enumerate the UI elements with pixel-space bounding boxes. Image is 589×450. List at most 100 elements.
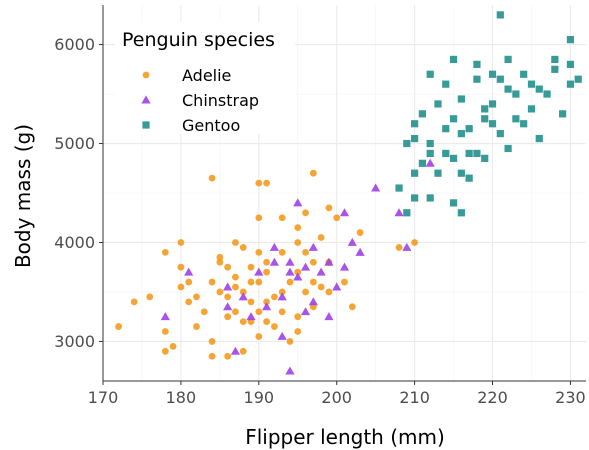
point-gentoo	[418, 110, 427, 118]
point-adelie	[224, 263, 232, 271]
x-tick-label: 170	[88, 388, 119, 407]
legend-key-chinstrap	[141, 95, 151, 104]
x-tick-label: 190	[244, 388, 275, 407]
point-chinstrap	[371, 183, 381, 192]
point-chinstrap	[324, 257, 334, 266]
x-axis-ticks: 170 180 190 200 210 220 230	[88, 381, 586, 407]
point-adelie	[255, 333, 263, 340]
point-gentoo	[473, 149, 481, 158]
point-adelie	[224, 313, 232, 321]
legend-key-adelie	[142, 71, 150, 79]
point-adelie	[395, 244, 403, 251]
point-adelie	[208, 278, 216, 286]
point-adelie	[309, 278, 317, 286]
point-chinstrap	[238, 292, 248, 301]
point-adelie	[317, 234, 325, 241]
point-adelie	[247, 298, 255, 306]
legend-label: Adelie	[182, 66, 231, 85]
axes	[102, 5, 586, 382]
point-gentoo	[566, 80, 575, 88]
point-adelie	[130, 298, 138, 306]
point-chinstrap	[230, 346, 241, 355]
point-chinstrap	[300, 262, 311, 271]
point-adelie	[294, 328, 302, 335]
point-gentoo	[543, 90, 551, 98]
point-gentoo	[481, 105, 489, 113]
point-adelie	[177, 283, 185, 291]
point-adelie	[232, 283, 239, 291]
series-gentoo	[395, 11, 582, 217]
point-adelie	[239, 244, 247, 251]
point-chinstrap	[223, 282, 233, 291]
point-gentoo	[442, 149, 450, 158]
point-chinstrap	[293, 198, 303, 207]
point-gentoo	[488, 100, 497, 108]
point-adelie	[356, 229, 364, 236]
point-gentoo	[465, 149, 473, 158]
point-gentoo	[504, 55, 512, 64]
point-adelie	[294, 268, 302, 276]
point-adelie	[294, 239, 302, 246]
point-adelie	[255, 214, 263, 222]
legend-label: Chinstrap	[182, 91, 259, 110]
point-adelie	[193, 293, 200, 301]
y-axis-title: Body mass (g)	[11, 124, 35, 268]
y-tick-label: 3000	[54, 332, 95, 351]
point-gentoo	[426, 194, 434, 202]
point-chinstrap	[339, 262, 350, 271]
point-gentoo	[512, 115, 520, 123]
point-adelie	[193, 323, 200, 330]
x-tick-label: 220	[477, 388, 508, 407]
point-gentoo	[434, 169, 442, 177]
point-adelie	[208, 174, 216, 182]
point-chinstrap	[308, 297, 318, 306]
point-gentoo	[512, 90, 520, 98]
point-gentoo	[496, 130, 504, 138]
point-chinstrap	[285, 366, 295, 375]
point-adelie	[325, 288, 333, 296]
point-adelie	[255, 278, 263, 286]
point-chinstrap	[254, 267, 264, 276]
point-adelie	[161, 347, 169, 355]
point-gentoo	[527, 80, 536, 88]
legend-item-gentoo: Gentoo	[142, 116, 240, 135]
point-adelie	[115, 323, 122, 330]
point-adelie	[224, 352, 232, 360]
point-gentoo	[457, 209, 465, 217]
point-gentoo	[481, 115, 489, 123]
point-adelie	[263, 268, 270, 276]
point-gentoo	[566, 36, 575, 44]
point-adelie	[216, 258, 224, 266]
point-adelie	[169, 342, 177, 350]
series-adelie	[115, 169, 419, 360]
point-chinstrap	[394, 208, 404, 217]
point-adelie	[294, 313, 302, 321]
point-adelie	[278, 308, 286, 316]
point-gentoo	[465, 174, 473, 182]
point-adelie	[270, 323, 278, 330]
point-chinstrap	[425, 158, 435, 167]
point-adelie	[263, 179, 270, 187]
point-adelie	[294, 224, 302, 232]
point-chinstrap	[293, 272, 303, 281]
point-chinstrap	[316, 267, 326, 276]
point-gentoo	[411, 134, 419, 143]
point-adelie	[146, 293, 154, 301]
point-gentoo	[535, 85, 543, 93]
point-adelie	[216, 288, 224, 296]
point-gentoo	[442, 80, 450, 88]
point-adelie	[208, 338, 216, 345]
x-tick-label: 200	[321, 388, 352, 407]
point-adelie	[239, 318, 247, 326]
point-adelie	[216, 253, 224, 261]
series-chinstrap	[160, 158, 435, 375]
point-adelie	[302, 209, 309, 217]
point-adelie	[309, 169, 317, 177]
y-tick-label: 4000	[54, 233, 95, 252]
point-gentoo	[418, 159, 427, 167]
point-chinstrap	[184, 267, 194, 276]
point-adelie	[411, 239, 419, 246]
point-gentoo	[473, 60, 481, 68]
y-tick-label: 5000	[54, 134, 95, 153]
point-chinstrap	[223, 302, 233, 311]
